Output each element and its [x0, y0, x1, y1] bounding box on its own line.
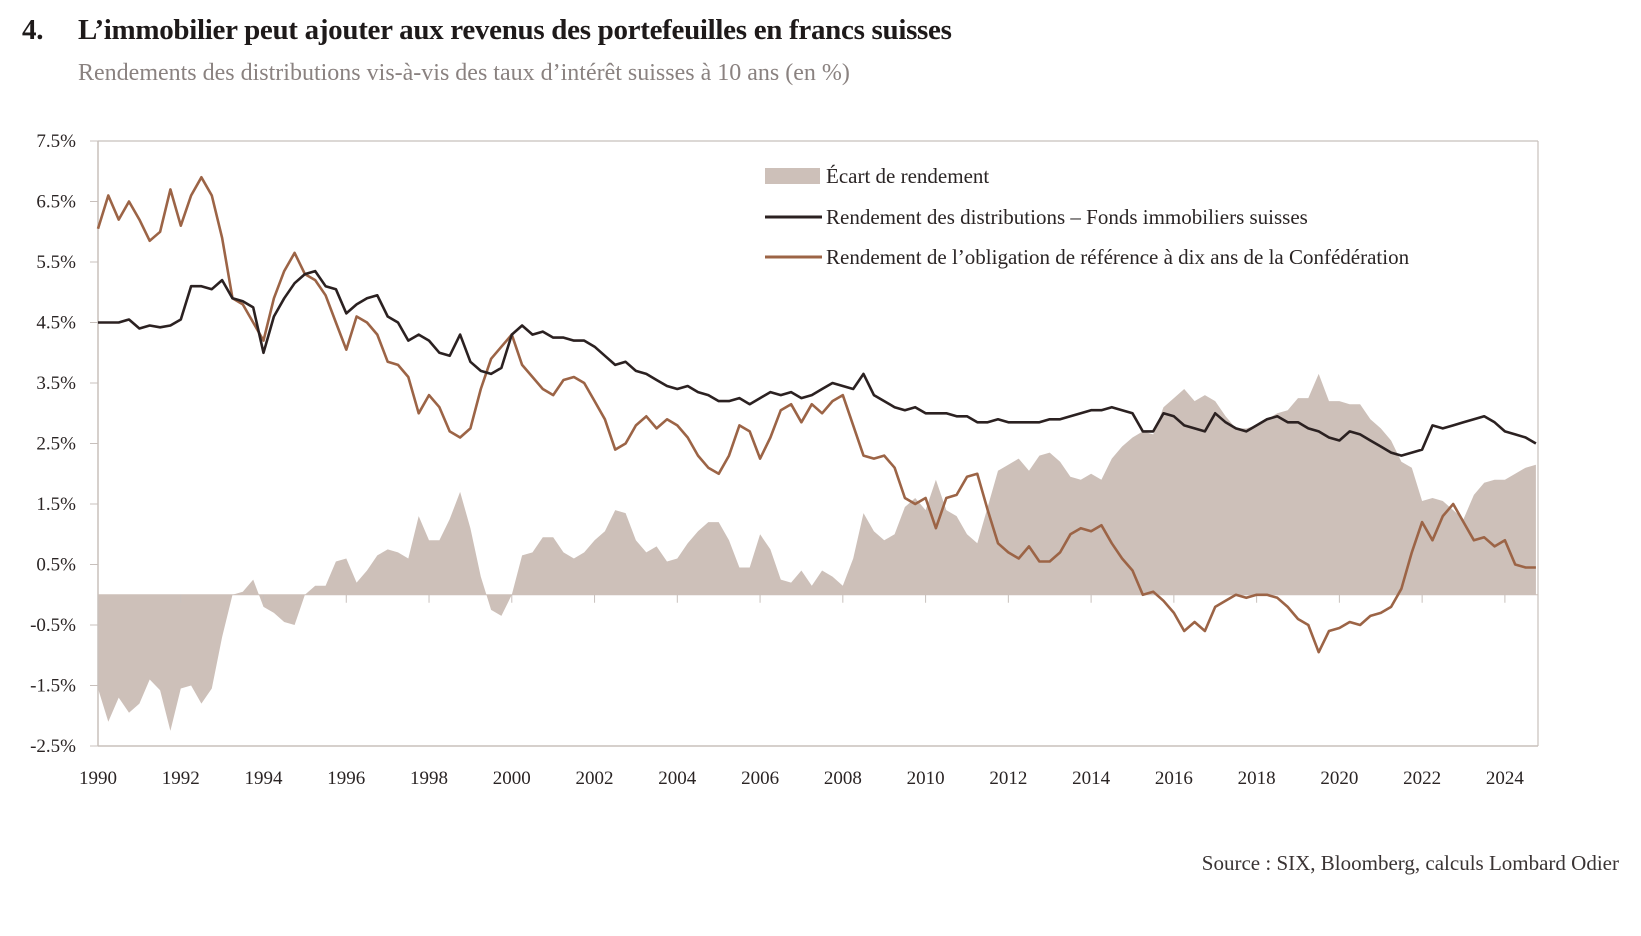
x-tick-label: 2018: [1238, 768, 1276, 789]
x-tick-label: 2020: [1320, 768, 1358, 789]
spread-area-layer: [98, 373, 1536, 731]
chart-title: 4. L’immobilier peut ajouter aux revenus …: [22, 14, 952, 47]
lines-layer: [96, 176, 1537, 654]
x-tick-label: 2010: [907, 768, 945, 789]
x-tick-label: 1992: [162, 768, 200, 789]
y-tick-label: 4.5%: [36, 313, 76, 334]
chart-number: 4.: [22, 14, 44, 46]
chart-subtitle: Rendements des distributions vis-à-vis d…: [78, 60, 850, 86]
y-tick-label: -1.5%: [30, 676, 76, 697]
spread-area: [98, 373, 1536, 731]
legend-label: Rendement des distributions – Fonds immo…: [826, 205, 1308, 229]
x-tick-label: 2012: [989, 768, 1027, 789]
y-tick-label: -0.5%: [30, 615, 76, 636]
legend-label: Rendement de l’obligation de référence à…: [826, 245, 1410, 269]
y-tick-label: 5.5%: [36, 252, 76, 273]
x-tick-label: 1994: [245, 768, 284, 789]
chart-title-text: L’immobilier peut ajouter aux revenus de…: [78, 14, 952, 46]
bond-yield-line: [96, 176, 1536, 654]
y-tick-label: 6.5%: [36, 192, 76, 213]
y-tick-label: 0.5%: [36, 555, 76, 576]
legend: Écart de rendement Rendement des distribu…: [765, 164, 1410, 269]
legend-label: Écart de rendement: [826, 164, 989, 188]
y-tick-label: -2.5%: [30, 736, 76, 757]
source-note: Source : SIX, Bloomberg, calculs Lombard…: [1201, 851, 1619, 875]
x-tick-label: 2014: [1072, 768, 1111, 789]
x-tick-label: 2000: [493, 768, 531, 789]
x-tick-label: 2006: [741, 768, 779, 789]
y-tick-label: 3.5%: [36, 373, 76, 394]
x-tick-label: 2002: [576, 768, 614, 789]
y-tick-label: 7.5%: [36, 131, 76, 152]
x-tick-label: 2008: [824, 768, 862, 789]
x-tick-label: 2004: [658, 768, 697, 789]
axes: 7.5% 6.5% 5.5% 4.5% 3.5% 2.5% 1.5% 0.5% -0.5% -1.…: [30, 131, 1539, 789]
x-tick-label: 2016: [1155, 768, 1193, 789]
x-tick-label: 2022: [1403, 768, 1441, 789]
legend-swatch-spread: [765, 168, 820, 184]
x-tick-label: 1996: [327, 768, 365, 789]
x-tick-label: 1990: [79, 768, 117, 789]
x-tick-label: 1998: [410, 768, 448, 789]
y-tick-label: 2.5%: [36, 434, 76, 455]
x-tick-label: 2024: [1486, 768, 1525, 789]
y-tick-label: 1.5%: [36, 494, 76, 515]
distribution-yield-line: [98, 269, 1537, 457]
